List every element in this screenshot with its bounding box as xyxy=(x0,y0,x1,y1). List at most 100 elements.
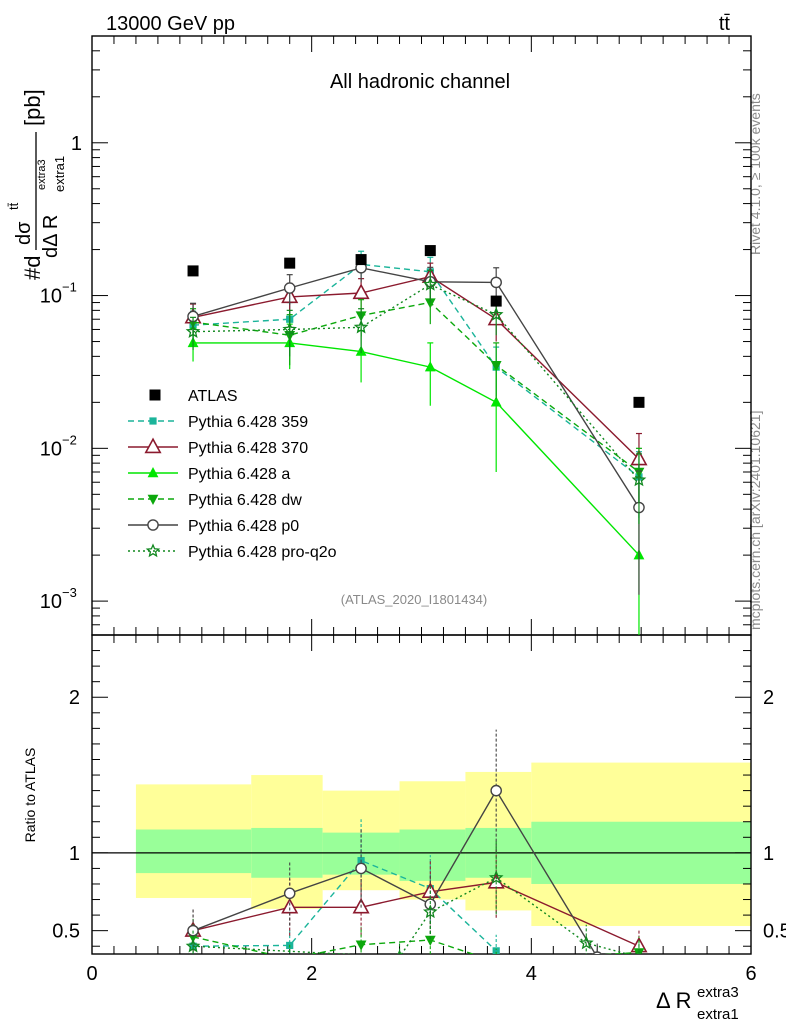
data-point xyxy=(490,396,502,407)
data-point xyxy=(185,323,201,339)
legend-item: Pythia 6.428 370 xyxy=(128,437,308,457)
legend-label: Pythia 6.428 pro-q2o xyxy=(188,544,337,561)
legend-item: Pythia 6.428 359 xyxy=(128,414,308,431)
ratio-ytick-label: 2 xyxy=(69,687,80,709)
atlas-point xyxy=(633,396,645,408)
ratio-point xyxy=(355,862,367,875)
ratio-point xyxy=(284,954,295,964)
series-line xyxy=(192,263,640,478)
legend-marker xyxy=(145,543,161,558)
legend-label: ATLAS xyxy=(188,388,238,405)
ratio-point xyxy=(397,949,402,954)
main-ylabel: #d dσ tt̄ dΔ R extra3 extra1 [pb] xyxy=(6,89,67,280)
series-line xyxy=(193,342,640,556)
ratio-series xyxy=(184,729,648,968)
main-ylabel-unit: [pb] xyxy=(20,89,45,126)
main-ytick-label: 10 xyxy=(40,591,62,613)
chart-title: All hadronic channel xyxy=(330,71,510,93)
legend-marker xyxy=(147,467,159,478)
legend-marker xyxy=(144,437,162,454)
ratio-line xyxy=(192,789,597,954)
data-point xyxy=(631,472,647,487)
atlas-point xyxy=(355,254,367,266)
ratio-point xyxy=(491,958,502,968)
ratio-line xyxy=(192,876,631,954)
ratio-ytick-label-right: 0.5 xyxy=(763,921,786,943)
main-ylabel-hash-d: #d xyxy=(20,256,45,280)
main-ytick-exponent: −1 xyxy=(62,280,77,295)
data-point xyxy=(488,306,504,321)
data-point xyxy=(422,276,438,291)
series-line xyxy=(192,283,640,481)
main-ytick-label: 10 xyxy=(40,438,62,460)
main-ytick-label: 1 xyxy=(71,133,82,155)
analysis-label: (ATLAS_2020_I1801434) xyxy=(341,592,487,607)
legend-item: Pythia 6.428 a xyxy=(128,466,290,483)
rivet-label: Rivet 4.1.0, ≥ 100k events xyxy=(747,93,763,255)
atlas-point xyxy=(187,265,199,277)
legend-item: Pythia 6.428 pro-q2o xyxy=(128,543,337,561)
ratio-line xyxy=(192,881,640,947)
series-line xyxy=(192,301,640,473)
xtick-label: 6 xyxy=(745,963,756,985)
ratio-point xyxy=(424,935,436,946)
data-point xyxy=(282,321,298,336)
series-line xyxy=(192,267,640,508)
ratio-point xyxy=(283,887,296,900)
atlas-data xyxy=(187,245,645,408)
process-label: tt̄ xyxy=(719,13,731,35)
main-ylabel-denominator: dΔ R xyxy=(40,215,62,258)
main-ylabel-dsigma: dσ xyxy=(13,221,35,245)
atlas-point xyxy=(490,295,502,307)
main-ytick-exponent: −2 xyxy=(62,432,77,447)
data-point xyxy=(353,319,369,334)
atlas-point xyxy=(424,245,436,257)
legend-item: Pythia 6.428 p0 xyxy=(128,518,299,535)
atlas-point xyxy=(284,257,296,269)
ratio-point xyxy=(490,784,502,797)
ratio-line xyxy=(192,859,497,952)
ratio-series-4 xyxy=(185,841,641,954)
ratio-ytick-label-right: 1 xyxy=(763,843,774,865)
legend-item: Pythia 6.428 dw xyxy=(128,492,302,509)
ratio-point xyxy=(185,938,201,953)
data-point xyxy=(283,282,296,294)
legend-label: Pythia 6.428 359 xyxy=(188,414,308,431)
xtick-label: 4 xyxy=(526,963,537,985)
mcplots-label: mcplots.cern.ch [arXiv:2401.10621] xyxy=(747,411,763,630)
ratio-point xyxy=(637,949,641,954)
ratio-point xyxy=(488,870,504,884)
ratio-ytick-label-right: 2 xyxy=(763,687,774,709)
legend-label: Pythia 6.428 p0 xyxy=(188,518,299,535)
xtick-label: 0 xyxy=(86,963,97,985)
ratio-point xyxy=(592,951,603,954)
main-ylabel-ttbar: tt̄ xyxy=(6,202,21,210)
main-ylabel-den-sub: extra1 xyxy=(52,156,67,192)
main-ytick-label: 10 xyxy=(40,286,62,308)
main-series xyxy=(184,245,648,635)
ratio-point xyxy=(422,904,438,919)
legend-label: Pythia 6.428 a xyxy=(188,466,290,483)
xtick-label: 2 xyxy=(306,963,317,985)
legend: ATLAS Pythia 6.428 359 Pythia 6.428 370 Pyt… xyxy=(128,388,337,561)
ratio-axis-ticks: 0.5 0.5 1 1 2 2 0 2 4 6 xyxy=(52,634,786,985)
ratio-ylabel: Ratio to ATLAS xyxy=(22,748,38,843)
energy-label: 13000 GeV pp xyxy=(106,13,235,35)
ratio-stat-band xyxy=(399,829,466,881)
series-line xyxy=(192,275,640,460)
ratio-point xyxy=(355,940,367,951)
legend-marker xyxy=(147,494,159,505)
legend-marker xyxy=(149,417,157,425)
xlabel: Δ R extra3 extra1 xyxy=(656,984,739,1023)
data-point xyxy=(490,361,502,372)
ratio-stat-band xyxy=(135,829,252,874)
legend-item-atlas: ATLAS xyxy=(149,388,238,405)
ratio-point xyxy=(424,898,437,911)
ratio-ytick-label: 0.5 xyxy=(52,921,80,943)
xlabel-sub: extra1 xyxy=(697,1006,739,1023)
ratio-point xyxy=(578,935,594,950)
legend-marker xyxy=(147,519,159,531)
legend-label: Pythia 6.428 dw xyxy=(188,492,302,509)
ratio-ytick-label: 1 xyxy=(69,843,80,865)
